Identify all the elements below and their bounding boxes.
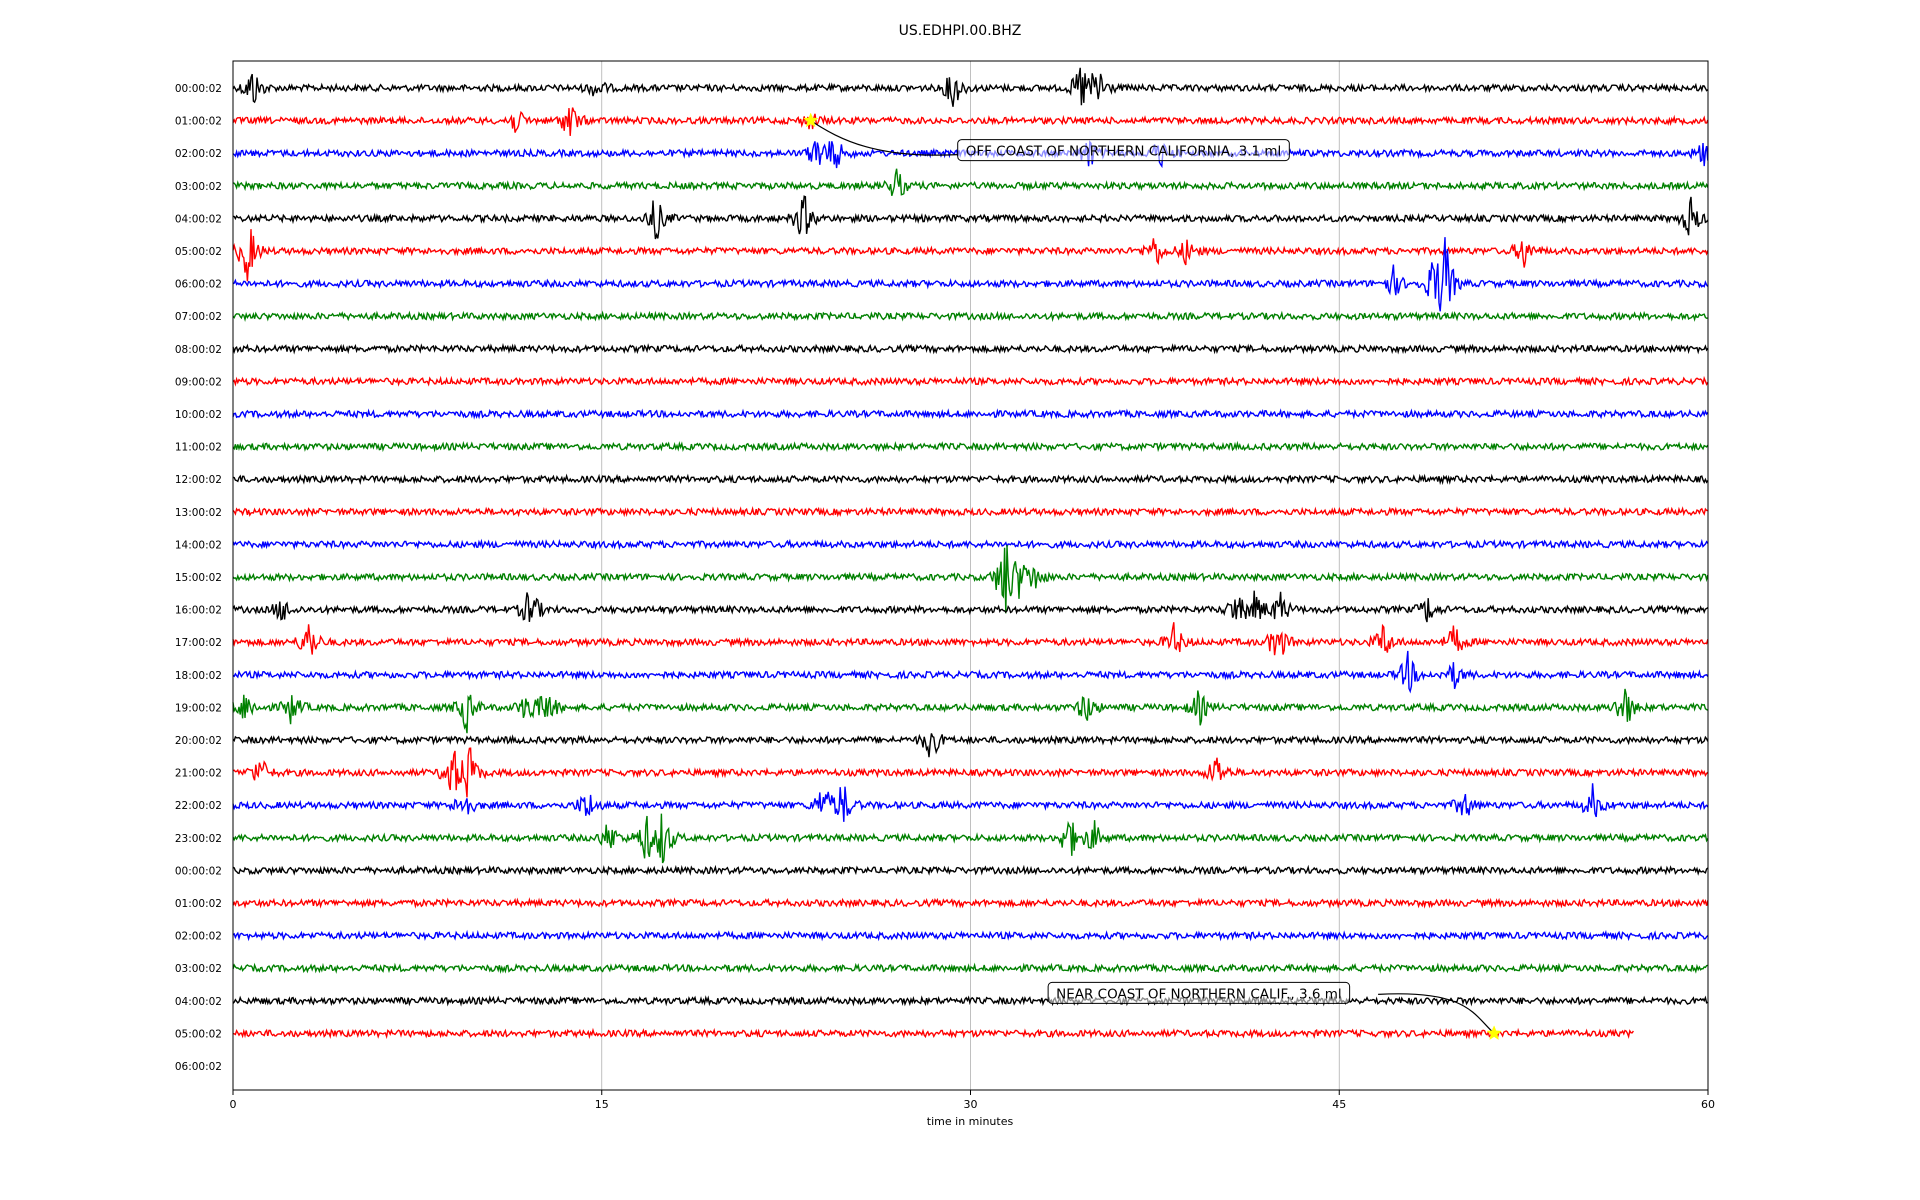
trace-8 [232,342,1709,355]
row-label-30: 06:00:02 [175,1061,222,1073]
row-label-11: 11:00:02 [175,442,222,454]
trace-13 [232,506,1708,518]
trace-16 [232,590,1709,623]
annotation-box [1047,981,1351,1004]
trace-29 [232,1027,1634,1040]
trace-22 [232,783,1709,822]
trace-7 [232,310,1708,323]
annotation-leader-line [810,120,958,156]
x-tick-label: 15 [595,1098,609,1111]
row-label-9: 09:00:02 [175,376,222,388]
trace-17 [232,622,1709,656]
row-label-1: 01:00:02 [175,116,222,128]
trace-19 [232,688,1709,734]
trace-14 [232,538,1709,551]
trace-0 [232,67,1709,107]
event-annotations: OFF COAST OF NORTHERN CALIFORNIA, 3.1 ml… [802,112,1502,1041]
x-tick-label: 45 [1332,1098,1346,1111]
trace-23 [232,813,1709,864]
trace-9 [232,375,1709,388]
x-tick-label: 30 [964,1098,978,1111]
event-star-icon [1486,1025,1502,1041]
row-label-27: 03:00:02 [175,963,222,975]
row-label-18: 18:00:02 [175,670,222,682]
row-label-3: 03:00:02 [175,181,222,193]
x-axis-ticks: 0 15 30 45 60 [230,1090,1715,1111]
x-tick-label: 60 [1701,1098,1715,1111]
trace-26 [232,929,1709,942]
row-label-22: 22:00:02 [175,800,222,812]
row-label-2: 02:00:02 [175,148,222,160]
row-label-28: 04:00:02 [175,996,222,1008]
row-label-5: 05:00:02 [175,246,222,258]
row-label-13: 13:00:02 [175,507,222,519]
trace-4 [232,195,1709,240]
row-label-8: 08:00:02 [175,344,222,356]
row-label-24: 00:00:02 [175,865,222,877]
row-label-17: 17:00:02 [175,637,222,649]
row-label-20: 20:00:02 [175,735,222,747]
row-label-23: 23:00:02 [175,833,222,845]
trace-5 [232,229,1709,282]
row-label-26: 02:00:02 [175,931,222,943]
row-label-10: 10:00:02 [175,409,222,421]
row-label-14: 14:00:02 [175,539,222,551]
annotation-leader-line [1378,993,1495,1034]
trace-27 [232,962,1708,974]
row-label-19: 19:00:02 [175,702,222,714]
trace-15 [232,545,1709,614]
trace-10 [232,408,1709,420]
trace-layer [232,67,1709,1040]
trace-25 [232,897,1709,909]
annotation-0: OFF COAST OF NORTHERN CALIFORNIA, 3.1 ml [802,112,1290,162]
row-label-12: 12:00:02 [175,474,222,486]
trace-28 [232,994,1709,1007]
annotation-box [957,139,1290,162]
chart-title: US.EDHPI.00.BHZ [899,23,1022,39]
x-tick-label: 0 [230,1098,237,1111]
trace-11 [232,440,1709,453]
event-star-icon [802,112,819,128]
annotation-1: NEAR COAST OF NORTHERN CALIF., 3.6 ml [1047,981,1502,1041]
row-label-0: 00:00:02 [175,83,222,95]
trace-1 [232,107,1709,136]
trace-12 [232,473,1709,486]
row-label-29: 05:00:02 [175,1028,222,1040]
row-label-21: 21:00:02 [175,768,222,780]
trace-18 [232,650,1709,694]
row-label-25: 01:00:02 [175,898,222,910]
trace-6 [232,237,1709,312]
trace-3 [232,168,1709,196]
trace-24 [232,864,1709,877]
row-label-6: 06:00:02 [175,279,222,291]
row-label-4: 04:00:02 [175,213,222,225]
row-label-7: 07:00:02 [175,311,222,323]
trace-20 [232,733,1709,758]
annotation-text: OFF COAST OF NORTHERN CALIFORNIA, 3.1 ml [966,144,1282,160]
row-labels: 00:00:02 01:00:02 02:00:02 03:00:02 04:00:02… [175,83,222,1073]
row-label-16: 16:00:02 [175,605,222,617]
annotation-text: NEAR COAST OF NORTHERN CALIF., 3.6 ml [1056,986,1342,1002]
x-axis-label: time in minutes [927,1115,1014,1128]
trace-21 [232,747,1709,798]
row-label-15: 15:00:02 [175,572,222,584]
